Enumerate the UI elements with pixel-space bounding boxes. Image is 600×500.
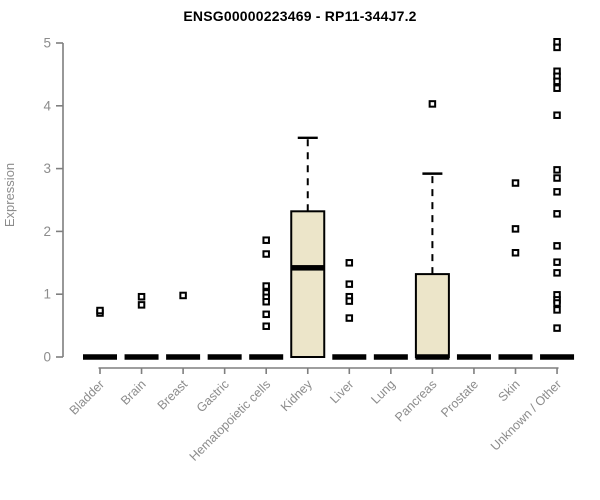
outlier-point [262, 250, 270, 258]
outlier-point [511, 179, 520, 187]
outlier-point [553, 84, 561, 92]
x-tick-label: Unknown / Other [488, 377, 564, 453]
outlier-point [96, 306, 104, 315]
box-prostate [456, 354, 491, 360]
x-tick-label: Bladder [67, 377, 107, 417]
y-tick-label: 0 [43, 350, 51, 365]
outlier-point [262, 310, 270, 319]
outlier-point [553, 210, 561, 218]
outlier-point [553, 188, 561, 196]
outlier-point [179, 291, 187, 300]
box-liver [332, 259, 367, 360]
y-tick-label: 2 [43, 224, 51, 239]
outlier-point [511, 225, 520, 233]
outlier-point [553, 174, 561, 182]
outlier-point [553, 269, 561, 277]
box-skin [498, 179, 533, 360]
outlier-point [553, 166, 561, 174]
box-breast [166, 291, 201, 360]
y-tick-label: 5 [43, 36, 51, 51]
outlier-point [511, 249, 520, 257]
box-brain [124, 292, 159, 360]
box-gastric [207, 354, 242, 360]
x-tick-label: Kidney [278, 377, 315, 414]
y-axis: 0 1 2 3 4 5 Expression [2, 36, 64, 365]
box-kidney [290, 136, 326, 358]
x-tick-label: Hematopoietic cells [187, 377, 274, 464]
outlier-point [137, 292, 146, 301]
x-tick-label: Pancreas [392, 377, 439, 424]
x-tick-label: Prostate [438, 377, 481, 420]
y-tick-label: 1 [43, 287, 51, 302]
outlier-point [345, 259, 354, 267]
outlier-point [428, 100, 437, 108]
x-tick-label: Liver [327, 377, 356, 406]
outlier-point [553, 324, 561, 332]
outlier-point [553, 258, 561, 266]
outlier-point [553, 242, 561, 250]
outlier-point [553, 77, 561, 86]
outlier-point [262, 322, 270, 330]
outlier-point [553, 43, 561, 52]
box-bladder [83, 306, 117, 360]
box-unknown-other [540, 37, 575, 360]
outlier-point [553, 299, 561, 307]
outlier-point [137, 301, 146, 309]
outlier-point [262, 297, 270, 306]
y-tick-label: 4 [43, 98, 51, 113]
outlier-point [345, 297, 354, 305]
outlier-point [345, 314, 354, 322]
box-hematopoietic-cells [249, 236, 284, 360]
y-tick-label: 3 [43, 161, 51, 176]
outlier-point [553, 111, 561, 119]
outlier-point [262, 282, 270, 290]
box-lung [373, 354, 408, 360]
x-tick-label: Breast [155, 377, 191, 413]
outlier-point [553, 306, 561, 314]
outlier-point [262, 236, 270, 244]
outlier-point [345, 280, 354, 288]
y-axis-title: Expression [2, 163, 17, 227]
x-tick-label: Brain [118, 377, 149, 408]
chart-title: ENSG00000223469 - RP11-344J7.2 [183, 8, 417, 24]
x-tick-label: Gastric [194, 377, 232, 415]
box-pancreas [414, 100, 450, 360]
x-tick-label: Lung [368, 377, 398, 407]
x-tick-label: Skin [496, 377, 523, 404]
